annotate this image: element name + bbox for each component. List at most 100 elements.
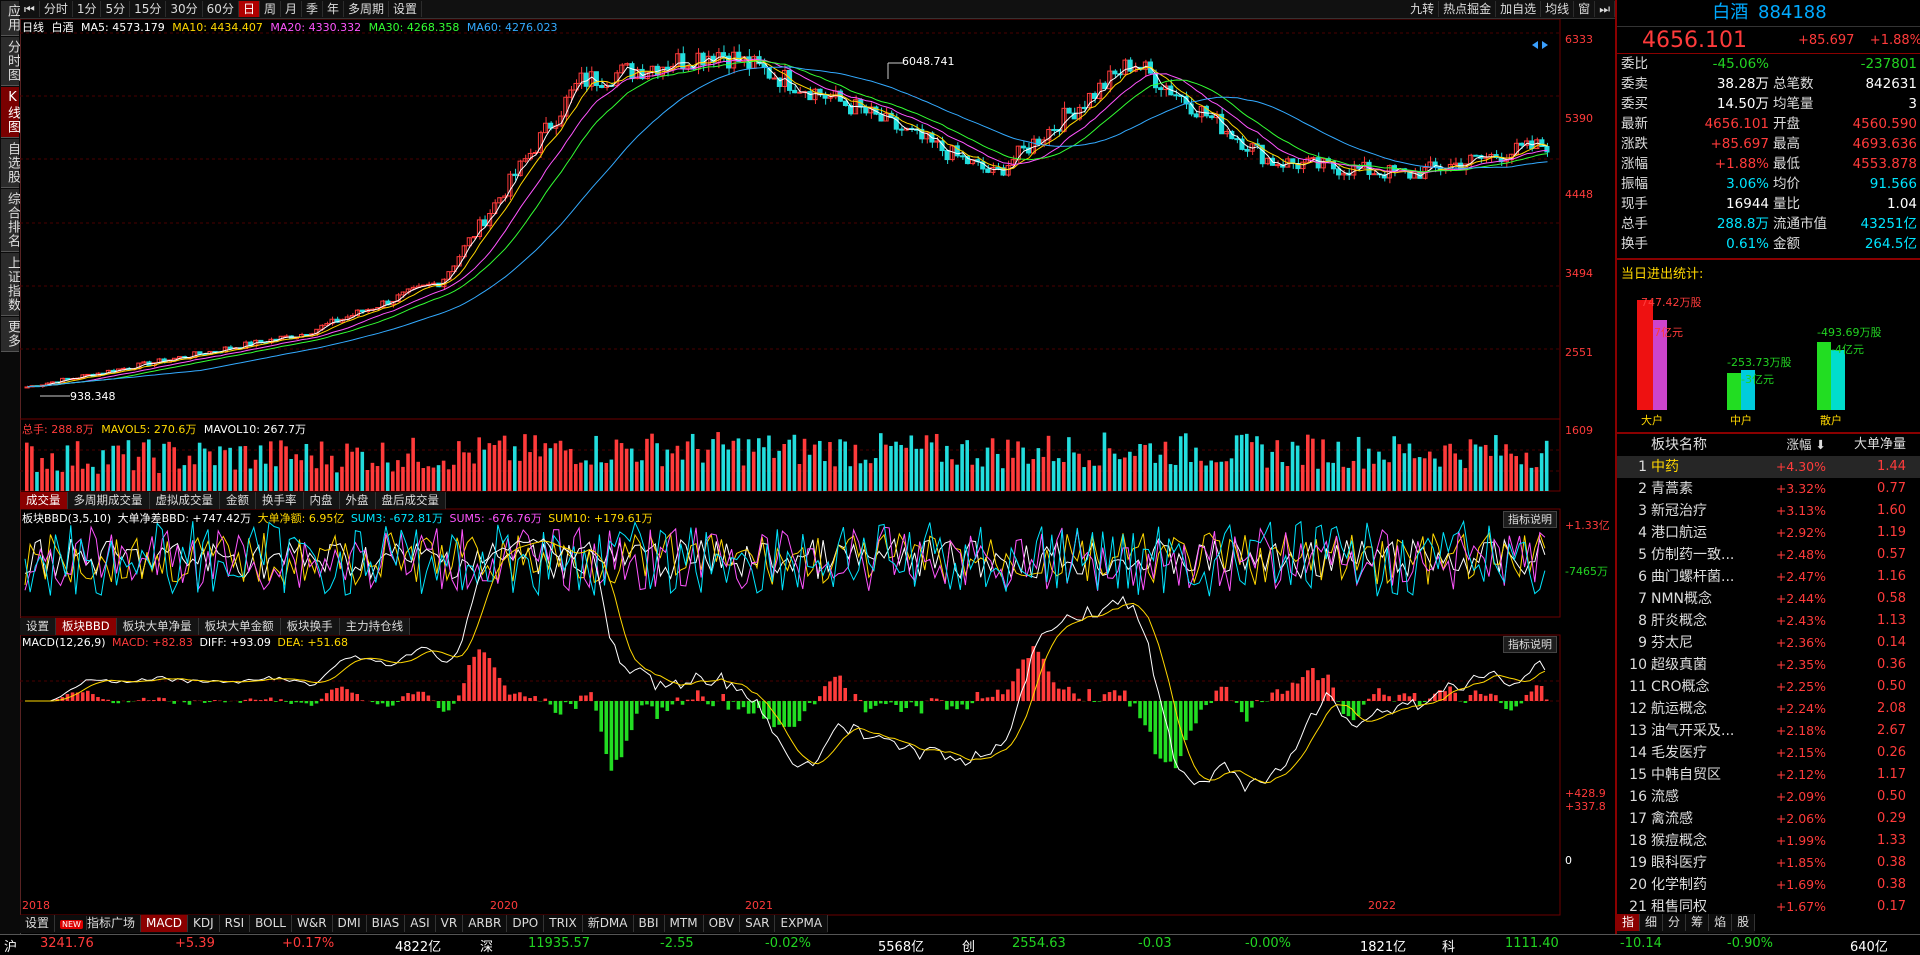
zoom-arrows-icon[interactable] [1532, 41, 1548, 49]
period-5min[interactable]: 5分 [101, 1, 130, 17]
period-quarter[interactable]: 季 [302, 1, 323, 17]
period-day[interactable]: 日 [239, 1, 260, 17]
tab-mtm[interactable]: MTM [665, 915, 704, 932]
tab-kdj[interactable]: KDJ [188, 915, 220, 932]
bbd-help-button[interactable]: 指标说明 [1503, 511, 1557, 528]
rtab-index[interactable]: 指 [1617, 914, 1640, 931]
tab-asi[interactable]: ASI [405, 915, 435, 932]
tab-bbd-settings[interactable]: 设置 [20, 618, 56, 635]
tab-rsi[interactable]: RSI [220, 915, 251, 932]
kc-index[interactable]: 1111.40 [1505, 936, 1559, 951]
nav-more[interactable]: 更多 [1, 317, 19, 352]
period-15min[interactable]: 15分 [130, 1, 166, 17]
tab-virtual-volume[interactable]: 虚拟成交量 [150, 492, 221, 509]
tab-sar[interactable]: SAR [740, 915, 775, 932]
rtab-price[interactable]: 分 [1663, 914, 1686, 931]
tab-bbi[interactable]: BBI [634, 915, 665, 932]
period-week[interactable]: 周 [260, 1, 281, 17]
macd-bar [1342, 701, 1346, 714]
sh-index[interactable]: 3241.76 [40, 936, 94, 951]
ma-button[interactable]: 均线 [1541, 1, 1574, 17]
sector-col-pct[interactable]: 涨幅 ⬇ [1756, 434, 1826, 456]
period-timeshare[interactable]: 分时 [40, 1, 73, 17]
tab-new-dma[interactable]: 新DMA [583, 915, 634, 932]
expand-right-icon[interactable]: ⏭ [1595, 1, 1615, 17]
rtab-stocks[interactable]: 股 [1732, 914, 1755, 931]
tab-bbd[interactable]: 板块BBD [56, 618, 117, 635]
tab-volume[interactable]: 成交量 [20, 492, 68, 509]
nav-app[interactable]: 应用 [1, 1, 19, 36]
nav-timeshare[interactable]: 分时图 [1, 37, 19, 86]
cy-index[interactable]: 2554.63 [1012, 936, 1066, 951]
tab-inner[interactable]: 内盘 [304, 492, 340, 509]
kline-chart[interactable] [20, 19, 1615, 934]
sector-col-net[interactable]: 大单净量 [1826, 434, 1906, 456]
period-month[interactable]: 月 [281, 1, 302, 17]
jiuzhuan-button[interactable]: 九转 [1406, 1, 1439, 17]
tab-turnover[interactable]: 换手率 [256, 492, 304, 509]
tab-amount[interactable]: 金额 [220, 492, 256, 509]
tab-sector-turnover[interactable]: 板块换手 [281, 618, 340, 635]
nav-kline[interactable]: K线图 [1, 87, 19, 138]
tab-main-position[interactable]: 主力持仓线 [340, 618, 411, 635]
window-button[interactable]: 窗 [1574, 1, 1595, 17]
tab-macd[interactable]: MACD [141, 915, 188, 932]
tab-trix[interactable]: TRIX [544, 915, 582, 932]
tab-expma[interactable]: EXPMA [775, 915, 828, 932]
chart-area[interactable]: 日线 白酒 MA5: 4573.179 MA10: 4434.407 MA20:… [20, 19, 1615, 934]
period-settings[interactable]: 设置 [389, 1, 422, 17]
tab-arbr[interactable]: ARBR [463, 915, 507, 932]
period-year[interactable]: 年 [323, 1, 344, 17]
sector-col-name[interactable]: 板块名称 [1651, 434, 1756, 456]
tab-dmi[interactable]: DMI [333, 915, 367, 932]
add-watchlist-button[interactable]: 加自选 [1496, 1, 1541, 17]
tab-big-order-amount[interactable]: 板块大单金额 [199, 618, 281, 635]
tab-bias[interactable]: BIAS [367, 915, 406, 932]
nav-sh-index[interactable]: 上证指数 [1, 253, 19, 316]
expand-left-icon[interactable]: ⏮ [20, 1, 40, 17]
tab-dpo[interactable]: DPO [507, 915, 544, 932]
tab-after-hours[interactable]: 盘后成交量 [376, 492, 447, 509]
nav-ranking[interactable]: 综合排名 [1, 189, 19, 252]
tab-multi-volume[interactable]: 多周期成交量 [68, 492, 150, 509]
nav-watchlist[interactable]: 自选股 [1, 139, 19, 188]
tab-wr[interactable]: W&R [292, 915, 333, 932]
sz-index[interactable]: 11935.57 [528, 936, 590, 951]
period-60min[interactable]: 60分 [203, 1, 239, 17]
tab-vr[interactable]: VR [436, 915, 464, 932]
period-1min[interactable]: 1分 [73, 1, 102, 17]
macd-help-button[interactable]: 指标说明 [1503, 636, 1557, 653]
rtab-chips[interactable]: 筹 [1686, 914, 1709, 931]
hotspot-button[interactable]: 热点掘金 [1439, 1, 1496, 17]
tab-big-order-volume[interactable]: 板块大单净量 [117, 618, 199, 635]
rtab-detail[interactable]: 细 [1640, 914, 1663, 931]
period-30min[interactable]: 30分 [166, 1, 202, 17]
tab-outer[interactable]: 外盘 [340, 492, 376, 509]
tab-indicator-settings[interactable]: 设置 [20, 915, 55, 932]
period-multi[interactable]: 多周期 [344, 1, 389, 17]
rtab-flame[interactable]: 焰 [1709, 914, 1732, 931]
tab-boll[interactable]: BOLL [250, 915, 292, 932]
tab-obv[interactable]: OBV [704, 915, 741, 932]
